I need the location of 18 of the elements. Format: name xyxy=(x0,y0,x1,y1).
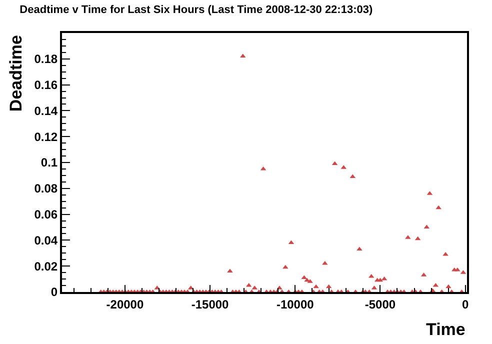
y-tick-label: 0.08 xyxy=(34,182,58,196)
chart-title: Deadtime v Time for Last Six Hours (Last Time 2008-12-30 22:13:03) xyxy=(20,4,373,16)
x-tick-label: 0 xyxy=(462,297,469,312)
y-tick-label: 0.18 xyxy=(34,52,58,66)
y-tick-label: 0.14 xyxy=(34,104,58,118)
x-tick-label: -5000 xyxy=(364,297,396,312)
x-tick-label: -10000 xyxy=(276,297,314,312)
y-tick-label: 0.12 xyxy=(34,130,58,144)
x-axis-title: Time xyxy=(426,320,466,339)
y-tick-label: 0 xyxy=(50,285,58,300)
y-tick-label: 0.02 xyxy=(34,259,58,274)
y-tick-label: 0.04 xyxy=(34,233,58,248)
y-tick-label: 0.16 xyxy=(34,78,58,92)
y-tick-label: 0.06 xyxy=(34,208,58,222)
x-tick-label: -15000 xyxy=(191,297,230,312)
y-tick-label: 0.1 xyxy=(40,156,58,170)
x-tick-label: -20000 xyxy=(106,297,144,312)
y-axis-title: Deadtime xyxy=(6,35,26,112)
